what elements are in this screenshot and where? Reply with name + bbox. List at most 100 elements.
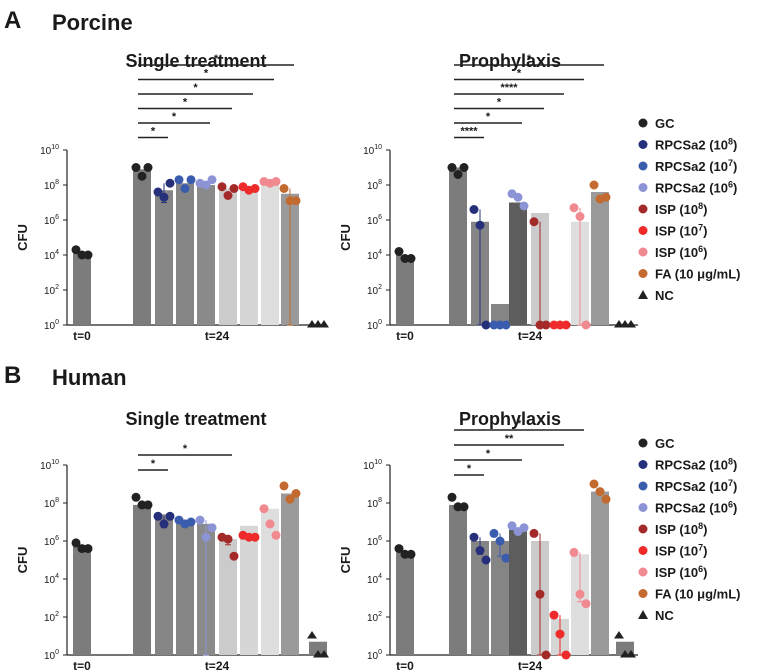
point-7-1 [575,212,585,221]
y-tick-label: 104 [367,249,382,262]
point-4-2 [519,201,529,211]
legend-item-4: ISP (108) [638,521,707,537]
panel-letter-b: B [4,362,21,389]
legend-item-6: ISP (106) [638,564,707,580]
legend-item-0: GC [638,116,675,131]
point-5-0 [217,182,227,192]
bar-2 [471,541,489,655]
point-5-1 [535,589,545,599]
point-nc-2 [626,650,636,658]
y-tick-label: 104 [367,573,382,586]
point-8-2 [291,489,301,498]
point-7-0 [569,547,579,557]
point-3-2 [186,517,196,527]
point-2-0 [153,511,163,521]
point-4-1 [513,192,523,202]
legend-label: GC [655,116,675,131]
point-0-2 [83,544,93,554]
point-0-2 [406,549,416,559]
point-5-2 [541,320,551,330]
legend-item-2: RPCSa2 (107) [638,158,737,174]
legend-item-4: ISP (108) [638,201,707,217]
point-8-2 [601,494,611,504]
point-8-1 [285,494,295,504]
legend-label: ISP (107) [655,223,707,239]
point-4-0 [195,515,205,525]
y-tick-label: 108 [44,497,59,510]
bar-6 [240,525,258,655]
point-8-1 [595,487,605,497]
legend-label: ISP (106) [655,244,707,260]
y-tick-label: 108 [44,179,59,192]
legend-label: ISP (107) [655,543,707,559]
legend-item-1: RPCSa2 (108) [638,457,737,473]
sig-label-2: * [497,97,502,109]
legend-label: NC [655,608,674,623]
sig-label-2: ** [505,433,514,445]
point-1-2 [459,163,469,172]
point-3-2 [501,320,511,330]
point-8-2 [601,192,611,202]
point-8-0 [279,184,289,193]
sig-label-0: * [151,458,156,470]
legend-marker-circle [638,140,648,149]
point-4-2 [207,523,217,533]
point-1-2 [143,163,153,172]
bar-7 [261,508,279,655]
panel-title-porcine: Porcine [52,10,133,35]
x-label-t24: t=24 [518,329,543,343]
legend-item-1: RPCSa2 (108) [638,137,737,153]
point-3-1 [495,536,505,546]
bar-3 [491,541,509,655]
bar-0 [396,255,414,325]
y-tick-label: 108 [367,179,382,192]
legend-marker-circle [638,589,648,598]
point-2-1 [475,546,485,555]
legend-marker-circle [638,481,648,491]
legend-marker-circle [638,118,648,128]
legend-label: GC [655,436,675,451]
point-1-1 [453,170,463,179]
point-3-2 [501,553,511,563]
bar-0 [73,546,91,655]
point-2-2 [165,178,175,188]
point-2-2 [165,511,175,521]
sig-label-3: * [517,418,522,430]
legend-item-7: FA (10 μg/mL) [638,267,740,282]
chart-title: Single treatment [125,51,266,71]
point-2-1 [475,220,485,230]
y-tick-label: 106 [367,214,382,227]
legend-marker-triangle [638,290,648,299]
legend-item-5: ISP (107) [638,543,707,559]
point-2-0 [153,187,163,197]
point-1-0 [131,492,141,502]
legend-item-8: NC [638,288,674,303]
legend-marker-circle [638,546,648,555]
legend-label: RPCSa2 (107) [655,158,737,174]
x-label-t24: t=24 [205,329,230,343]
bar-6 [240,188,258,325]
legend-item-3: RPCSa2 (106) [638,180,737,196]
legend-label: NC [655,288,674,303]
point-3-1 [180,184,190,193]
bar-3 [176,522,194,655]
point-3-0 [489,528,499,538]
y-tick-label: 1010 [40,459,59,472]
x-label-t0: t=0 [73,329,91,343]
bar-1 [449,504,467,655]
bar-3 [176,183,194,325]
legend-marker-circle [638,183,648,192]
point-4-2 [519,523,529,533]
point-5-1 [223,534,233,544]
y-axis-label: CFU [15,547,30,574]
y-tick-label: 102 [367,284,382,297]
legend-label: ISP (108) [655,201,707,217]
point-6-1 [555,629,565,639]
legend-label: ISP (108) [655,521,707,537]
chart-title: Prophylaxis [459,409,561,429]
point-5-2 [229,184,239,193]
bar-7 [571,554,589,655]
sig-label-3: * [193,82,198,94]
legend-marker-circle [638,503,648,512]
point-6-0 [549,610,559,620]
